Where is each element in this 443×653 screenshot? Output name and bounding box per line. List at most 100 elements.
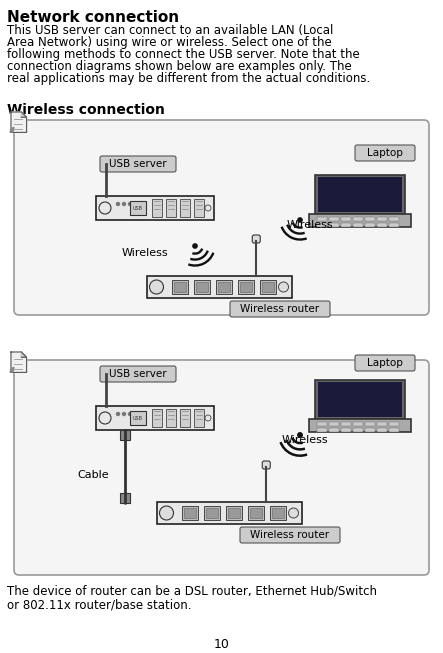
FancyBboxPatch shape xyxy=(175,282,187,292)
Polygon shape xyxy=(11,112,27,133)
Text: Wireless: Wireless xyxy=(287,220,333,230)
FancyBboxPatch shape xyxy=(100,156,176,172)
FancyBboxPatch shape xyxy=(180,199,190,217)
FancyBboxPatch shape xyxy=(365,422,375,426)
FancyBboxPatch shape xyxy=(96,406,214,430)
FancyBboxPatch shape xyxy=(355,145,415,161)
FancyBboxPatch shape xyxy=(341,422,351,426)
Circle shape xyxy=(205,205,211,211)
FancyBboxPatch shape xyxy=(263,282,275,292)
FancyBboxPatch shape xyxy=(329,217,339,221)
FancyBboxPatch shape xyxy=(218,282,230,292)
FancyBboxPatch shape xyxy=(389,422,399,426)
FancyBboxPatch shape xyxy=(365,217,375,221)
Circle shape xyxy=(159,506,174,520)
Text: Laptop: Laptop xyxy=(367,358,403,368)
FancyBboxPatch shape xyxy=(355,355,415,371)
Polygon shape xyxy=(10,368,14,372)
Circle shape xyxy=(288,508,299,518)
FancyBboxPatch shape xyxy=(226,506,242,520)
FancyBboxPatch shape xyxy=(329,422,339,426)
FancyBboxPatch shape xyxy=(166,199,176,217)
FancyBboxPatch shape xyxy=(194,280,210,294)
FancyBboxPatch shape xyxy=(252,235,260,243)
FancyBboxPatch shape xyxy=(194,409,204,427)
FancyBboxPatch shape xyxy=(365,223,375,227)
Text: Wireless connection: Wireless connection xyxy=(7,103,165,117)
Circle shape xyxy=(117,202,120,206)
Text: The device of router can be a DSL router, Ethernet Hub/Switch: The device of router can be a DSL router… xyxy=(7,585,377,598)
Polygon shape xyxy=(21,352,27,357)
FancyBboxPatch shape xyxy=(377,217,387,221)
FancyBboxPatch shape xyxy=(317,217,327,221)
FancyBboxPatch shape xyxy=(206,508,218,518)
FancyBboxPatch shape xyxy=(389,428,399,432)
FancyBboxPatch shape xyxy=(341,428,351,432)
Text: or 802.11x router/base station.: or 802.11x router/base station. xyxy=(7,598,191,611)
FancyBboxPatch shape xyxy=(377,428,387,432)
FancyBboxPatch shape xyxy=(96,196,214,220)
FancyBboxPatch shape xyxy=(240,527,340,543)
Text: Wireless: Wireless xyxy=(282,435,328,445)
FancyBboxPatch shape xyxy=(120,493,130,503)
FancyBboxPatch shape xyxy=(318,382,402,417)
FancyBboxPatch shape xyxy=(329,428,339,432)
Circle shape xyxy=(205,415,211,421)
Circle shape xyxy=(123,413,125,415)
FancyBboxPatch shape xyxy=(130,411,146,425)
FancyBboxPatch shape xyxy=(377,223,387,227)
FancyBboxPatch shape xyxy=(197,282,209,292)
Text: Network connection: Network connection xyxy=(7,10,179,25)
FancyBboxPatch shape xyxy=(166,409,176,427)
Circle shape xyxy=(193,244,197,248)
FancyBboxPatch shape xyxy=(317,428,327,432)
Text: Wireless: Wireless xyxy=(122,248,168,258)
FancyBboxPatch shape xyxy=(365,428,375,432)
FancyBboxPatch shape xyxy=(341,217,351,221)
FancyBboxPatch shape xyxy=(152,199,162,217)
Circle shape xyxy=(123,202,125,206)
FancyBboxPatch shape xyxy=(353,428,363,432)
FancyBboxPatch shape xyxy=(229,508,241,518)
FancyBboxPatch shape xyxy=(271,506,287,520)
Text: USB: USB xyxy=(133,415,143,421)
FancyBboxPatch shape xyxy=(272,508,284,518)
Text: Area Network) using wire or wireless. Select one of the: Area Network) using wire or wireless. Se… xyxy=(7,36,332,49)
FancyBboxPatch shape xyxy=(250,508,263,518)
FancyBboxPatch shape xyxy=(309,214,411,227)
Circle shape xyxy=(279,282,288,292)
Text: 10: 10 xyxy=(214,638,229,651)
Text: Laptop: Laptop xyxy=(367,148,403,158)
Text: Cable: Cable xyxy=(78,470,109,480)
Text: Wireless router: Wireless router xyxy=(241,304,319,314)
FancyBboxPatch shape xyxy=(262,461,270,469)
Polygon shape xyxy=(21,112,27,118)
Text: real applications may be different from the actual conditions.: real applications may be different from … xyxy=(7,72,370,85)
FancyBboxPatch shape xyxy=(148,276,292,298)
FancyBboxPatch shape xyxy=(14,120,429,315)
Text: This USB server can connect to an available LAN (Local: This USB server can connect to an availa… xyxy=(7,24,334,37)
FancyBboxPatch shape xyxy=(14,360,429,575)
FancyBboxPatch shape xyxy=(315,175,405,214)
Polygon shape xyxy=(10,127,14,133)
Circle shape xyxy=(128,413,132,415)
Polygon shape xyxy=(11,352,27,372)
FancyBboxPatch shape xyxy=(317,422,327,426)
FancyBboxPatch shape xyxy=(102,368,110,376)
FancyBboxPatch shape xyxy=(172,280,189,294)
FancyBboxPatch shape xyxy=(318,177,402,212)
FancyBboxPatch shape xyxy=(120,430,130,440)
FancyBboxPatch shape xyxy=(353,223,363,227)
Circle shape xyxy=(99,412,111,424)
FancyBboxPatch shape xyxy=(217,280,233,294)
FancyBboxPatch shape xyxy=(329,223,339,227)
FancyBboxPatch shape xyxy=(194,199,204,217)
Text: USB server: USB server xyxy=(109,369,167,379)
FancyBboxPatch shape xyxy=(260,280,276,294)
FancyBboxPatch shape xyxy=(100,366,176,382)
FancyBboxPatch shape xyxy=(152,409,162,427)
Circle shape xyxy=(99,202,111,214)
FancyBboxPatch shape xyxy=(238,280,254,294)
FancyBboxPatch shape xyxy=(377,422,387,426)
Circle shape xyxy=(128,202,132,206)
